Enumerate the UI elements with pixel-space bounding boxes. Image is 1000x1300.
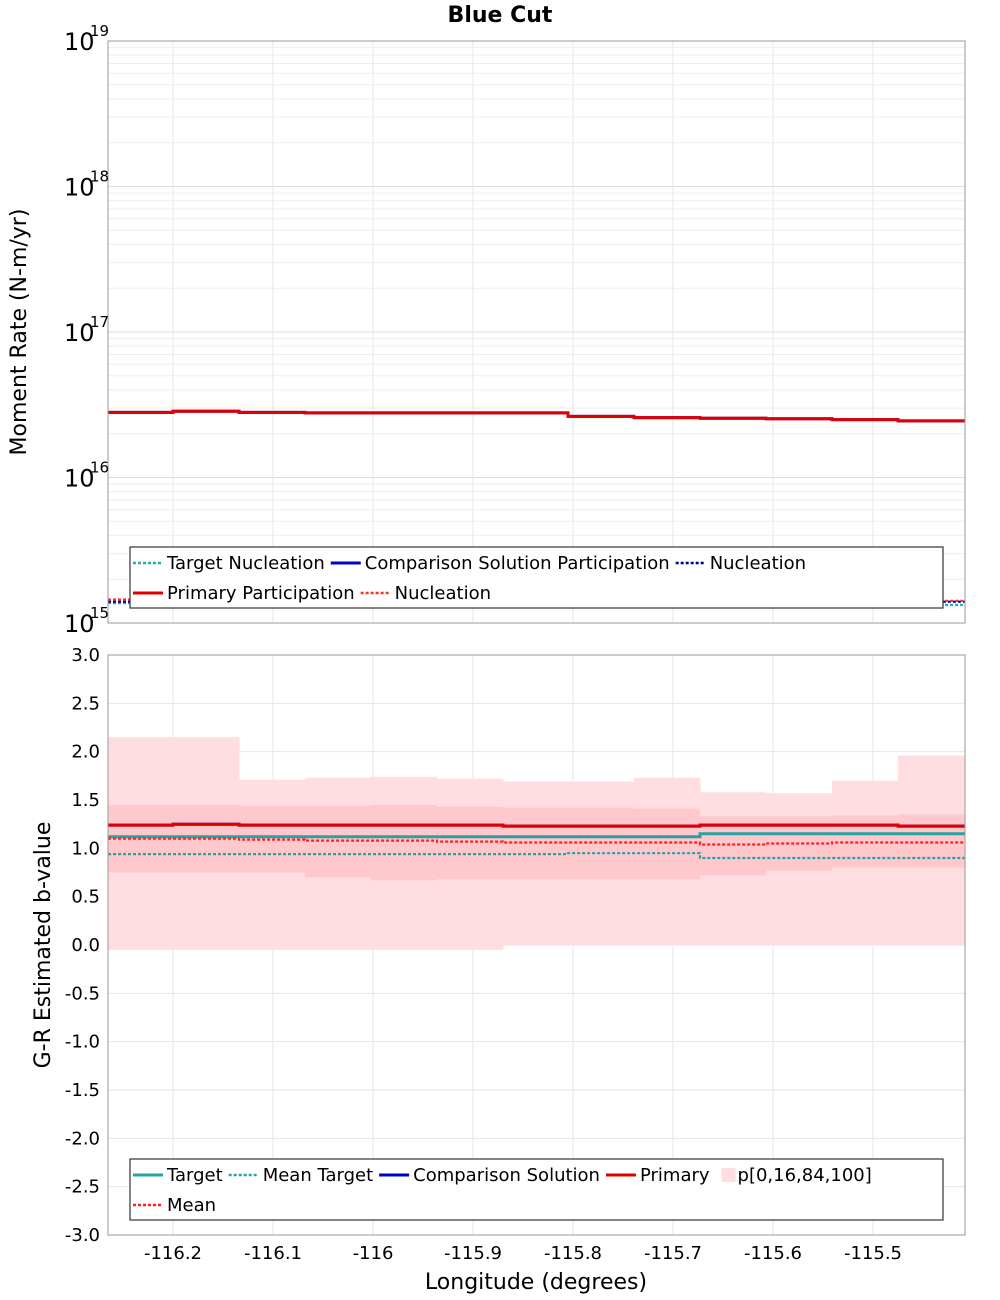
legend-label-comparison-solution: Comparison Solution <box>413 1165 600 1186</box>
x-tick-label: -116.1 <box>244 1243 302 1264</box>
bottom-y-tick-label: 0.0 <box>71 935 100 956</box>
bottom-series-mean <box>108 837 965 846</box>
bottom-y-tick-label: -2.0 <box>65 1128 100 1149</box>
x-tick-label: -115.9 <box>444 1243 502 1264</box>
bottom-y-tick-label: 1.5 <box>71 790 100 811</box>
top-y-tick-label-exponent: 17 <box>90 313 109 331</box>
bottom-y-tick-label: -3.0 <box>65 1225 100 1246</box>
legend-label-mean: Mean <box>167 1195 216 1216</box>
x-axis-title: Longitude (degrees) <box>425 1270 647 1295</box>
top-y-tick-label-base: 10 <box>64 174 95 202</box>
band-p16-p84 <box>437 806 504 880</box>
top-y-axis-title: Moment Rate (N-m/yr) <box>7 209 32 456</box>
band-p16-p84 <box>371 804 438 881</box>
x-tick-labels: -116.2 -116.1 -116 -115.9 -115.8 -115.7 -115.6… <box>144 1243 902 1264</box>
top-plot-frame <box>107 40 966 624</box>
legend-label-primary: Primary <box>640 1165 710 1186</box>
bottom-y-tick-label: -1.0 <box>65 1032 100 1053</box>
b-value-panel: -3.0 -2.5 -2.0 -1.5 -1.0 -0.5 0.0 0.5 1.0 1.5 2.0 2… <box>31 645 966 1295</box>
legend-swatch-p-0-16-84-100 <box>721 1168 736 1182</box>
band-p16-p84 <box>634 808 701 880</box>
top-y-tick-label-exponent: 15 <box>90 604 109 622</box>
legend-label-p-0-16-84-100: p[0,16,84,100] <box>738 1165 872 1186</box>
top-grid <box>108 41 965 624</box>
top-y-tick-label-base: 10 <box>64 319 95 347</box>
x-tick-label: -115.6 <box>744 1243 802 1264</box>
legend-box <box>129 546 944 609</box>
bottom-legend: Target Mean Target Comparison Solution Prim… <box>129 1158 944 1221</box>
top-y-tick-label-base: 10 <box>64 465 95 493</box>
bottom-y-tick-label: 0.5 <box>71 887 100 908</box>
top-y-tick-label-exponent: 18 <box>90 168 109 186</box>
legend-label-primary-participation: Primary Participation <box>167 583 355 604</box>
bottom-y-tick-label: -0.5 <box>65 983 100 1004</box>
top-y-tick-label-exponent: 19 <box>90 22 109 40</box>
chart-title: Blue Cut <box>448 3 553 28</box>
bottom-y-tick-label: -2.5 <box>65 1177 100 1198</box>
bottom-series-mean-target <box>108 852 965 860</box>
x-tick-label: -115.7 <box>644 1243 702 1264</box>
bottom-series-target <box>108 832 965 839</box>
bottom-series-primary <box>108 822 965 828</box>
bottom-plot-frame <box>107 654 966 1236</box>
legend-label-nucleation: Nucleation <box>710 553 806 574</box>
legend-label-target-nucleation: Target Nucleation <box>166 553 325 574</box>
top-y-tick-label-base: 10 <box>64 28 95 56</box>
bottom-y-tick-label: -1.5 <box>65 1080 100 1101</box>
bottom-y-tick-label: 3.0 <box>71 645 100 666</box>
bottom-y-tick-label: 1.0 <box>71 838 100 859</box>
top-y-tick-label-base: 10 <box>64 610 95 638</box>
band-p16-p84 <box>898 814 966 868</box>
top-y-tick-label-exponent: 16 <box>90 459 109 477</box>
x-tick-label: -116 <box>353 1243 394 1264</box>
legend-label-mean-target: Mean Target <box>263 1165 373 1186</box>
x-tick-label: -116.2 <box>144 1243 202 1264</box>
top-legend: Target Nucleation Comparison Solution Par… <box>129 546 944 609</box>
bottom-y-axis-title: G-R Estimated b-value <box>31 822 56 1069</box>
bottom-y-tick-labels: -3.0 -2.5 -2.0 -1.5 -1.0 -0.5 0.0 0.5 1.0 1.5 2.0 2… <box>65 645 100 1246</box>
legend-label-comparison-solution-participation: Comparison Solution Participation <box>365 553 670 574</box>
top-series-primary-participation-3 <box>108 409 965 423</box>
legend-label-nucleation: Nucleation <box>395 583 491 604</box>
bottom-y-tick-label: 2.5 <box>71 693 100 714</box>
legend-box <box>129 1158 944 1221</box>
bottom-y-tick-label: 2.0 <box>71 742 100 763</box>
x-tick-label: -115.8 <box>544 1243 602 1264</box>
bottom-series-group <box>108 822 965 860</box>
x-tick-label: -115.5 <box>844 1243 902 1264</box>
legend-label-target: Target <box>166 1165 223 1186</box>
